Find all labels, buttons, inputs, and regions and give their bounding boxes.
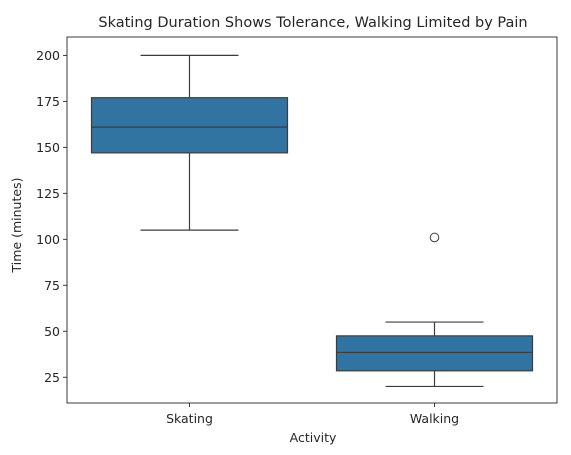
- chart-title: Skating Duration Shows Tolerance, Walkin…: [98, 15, 527, 31]
- y-tick-label: 100: [36, 232, 60, 247]
- y-axis-title: Time (minutes): [9, 178, 24, 274]
- y-tick-label: 175: [36, 94, 60, 109]
- x-axis: Skating Walking: [166, 403, 459, 426]
- y-tick-label: 75: [44, 278, 60, 293]
- y-axis: 25 50 75 100 125 150 175 200: [36, 48, 67, 385]
- box-skating: [90, 54, 289, 231]
- y-tick-label: 125: [36, 186, 60, 201]
- plot-area: [90, 54, 534, 388]
- iqr-box: [335, 335, 534, 372]
- x-tick-label: Skating: [166, 411, 213, 426]
- y-tick-label: 50: [44, 324, 60, 339]
- y-tick-label: 200: [36, 48, 60, 63]
- y-tick-label: 150: [36, 140, 60, 155]
- x-tick-label: Walking: [410, 411, 459, 426]
- plot-frame: [66, 36, 558, 404]
- x-axis-title: Activity: [290, 430, 337, 445]
- box-walking: [335, 232, 534, 388]
- y-tick-label: 25: [44, 370, 60, 385]
- iqr-box: [90, 97, 289, 154]
- outlier-point: [429, 232, 440, 243]
